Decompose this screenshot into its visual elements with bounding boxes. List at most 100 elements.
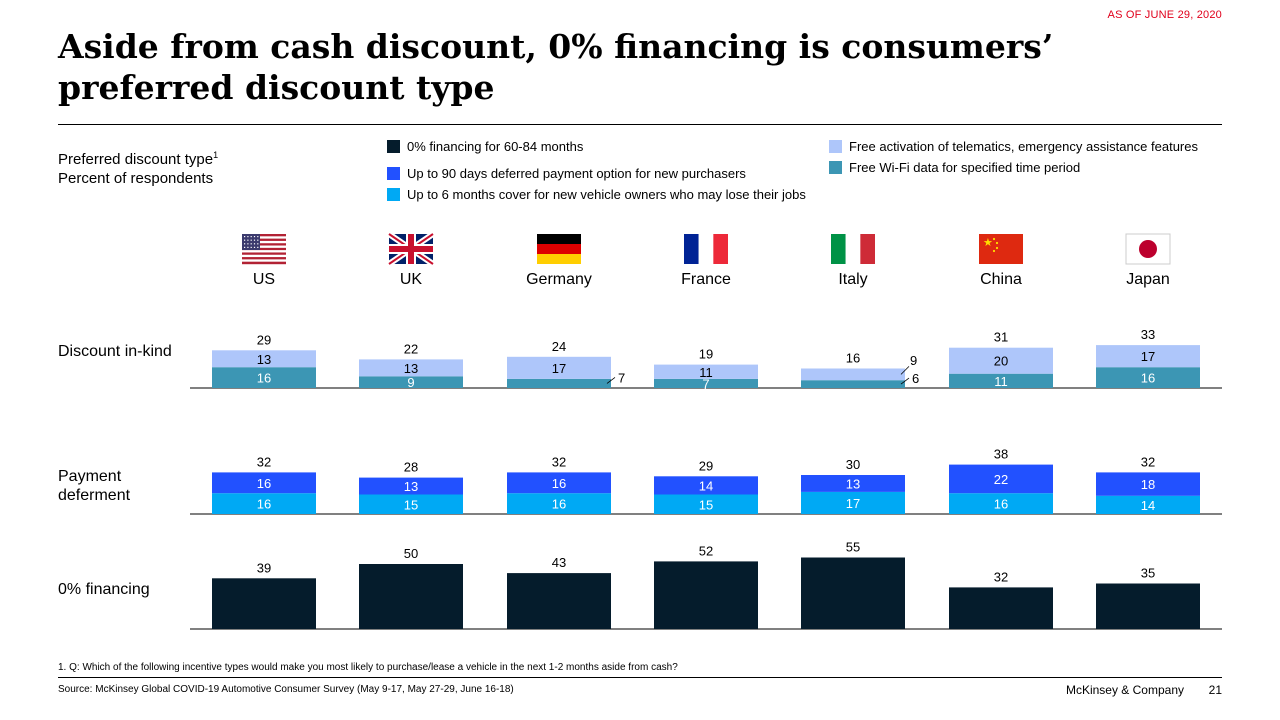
- label-leader: [900, 366, 910, 375]
- legend-label: Up to 6 months cover for new vehicle own…: [407, 187, 806, 202]
- bar-segment: [949, 347, 1053, 374]
- bar-segment: [654, 561, 758, 629]
- bar-segment: [949, 587, 1053, 629]
- us-flag: [242, 234, 286, 265]
- bar-total-label: 28: [404, 460, 418, 475]
- legend-label: Free activation of telematics, emergency…: [849, 139, 1198, 154]
- country-label: France: [681, 271, 731, 288]
- legend-item-wifi: Free Wi-Fi data for specified time perio…: [829, 160, 1080, 175]
- bar-total-label: 32: [552, 454, 566, 469]
- legend-label: Up to 90 days deferred payment option fo…: [407, 166, 746, 181]
- bar-segment: [654, 494, 758, 514]
- bar-segment: [1096, 583, 1200, 629]
- segment-value-label: 16: [994, 497, 1008, 512]
- country-label: Italy: [838, 271, 867, 288]
- segment-value-label: 20: [994, 354, 1008, 369]
- title-divider: [58, 124, 1222, 125]
- uk-flag: [387, 231, 435, 267]
- segment-value-label: 7: [702, 376, 709, 391]
- segment-value-label: 17: [1141, 349, 1155, 364]
- subtitle-line1: Preferred discount type: [58, 151, 214, 168]
- bar-segment: [212, 350, 316, 368]
- bar-segment: [359, 477, 463, 495]
- bar-total-label: 31: [994, 330, 1008, 345]
- label-leader: [606, 377, 616, 384]
- bar-segment: [507, 573, 611, 629]
- segment-value-label: 17: [846, 496, 860, 511]
- bar-total-label: 55: [846, 540, 860, 555]
- legend-item-financing: 0% financing for 60-84 months: [387, 139, 583, 154]
- bar-segment: [1096, 345, 1200, 368]
- row-label-financing: 0% financing: [58, 581, 150, 598]
- segment-value-label: 13: [257, 352, 271, 367]
- subtitle-line2: Percent of respondents: [58, 170, 214, 187]
- row-label-deferment: Payment deferment: [58, 467, 130, 505]
- segment-value-label: 7: [618, 370, 625, 385]
- bar-total-label: 39: [257, 560, 271, 575]
- row-label-deferment-line2: deferment: [58, 487, 131, 504]
- segment-value-label: 14: [699, 478, 713, 493]
- bar-segment: [1096, 472, 1200, 496]
- bar-segment: [654, 364, 758, 379]
- bar-segment: [212, 493, 316, 514]
- segment-value-label: 16: [1141, 371, 1155, 386]
- bar-total-label: 19: [699, 347, 713, 362]
- bar-total-label: 32: [994, 569, 1008, 584]
- page-title: Aside from cash discount, 0% financing i…: [58, 27, 1054, 107]
- segment-value-label: 16: [552, 497, 566, 512]
- bar-segment: [507, 378, 611, 388]
- as-of-date: AS OF JUNE 29, 2020: [1107, 9, 1222, 21]
- bar-total-label: 22: [404, 341, 418, 356]
- row-label-deferment-line1: Payment: [58, 468, 122, 485]
- country-label: UK: [400, 271, 423, 288]
- bar-total-label: 29: [699, 458, 713, 473]
- segment-value-label: 17: [552, 361, 566, 376]
- bar-segment: [359, 376, 463, 388]
- bar-segment: [801, 475, 905, 492]
- china-flag: ★: [979, 234, 1023, 264]
- bar-segment: [212, 367, 316, 388]
- legend-swatch: [387, 188, 400, 201]
- segment-value-label: 6: [912, 371, 919, 386]
- bar-total-label: 24: [552, 339, 566, 354]
- segment-value-label: 11: [994, 374, 1008, 389]
- legend-label: 0% financing for 60-84 months: [407, 139, 584, 154]
- bar-segment: [949, 493, 1053, 514]
- country-label: China: [980, 271, 1022, 288]
- bar-segment: [801, 557, 905, 629]
- bar-total-label: 32: [257, 454, 271, 469]
- bar-total-label: 32: [1141, 454, 1155, 469]
- france-flag: [684, 234, 728, 264]
- bar-segment: [507, 472, 611, 494]
- bar-total-label: 35: [1141, 566, 1155, 581]
- bar-segment: [801, 368, 905, 381]
- segment-value-label: 18: [1141, 477, 1155, 492]
- bar-segment: [949, 373, 1053, 388]
- bar-segment: [654, 476, 758, 495]
- segment-value-label: 13: [404, 361, 418, 376]
- segment-value-label: 13: [404, 479, 418, 494]
- legend-swatch: [829, 161, 842, 174]
- country-label: US: [253, 271, 275, 288]
- country-label: Japan: [1126, 271, 1170, 288]
- legend-swatch: [387, 167, 400, 180]
- bar-total-label: 38: [994, 447, 1008, 462]
- bar-segment: [359, 564, 463, 629]
- legend-swatch: [829, 140, 842, 153]
- bar-segment: [1096, 495, 1200, 514]
- bar-total-label: 16: [846, 351, 860, 366]
- segment-value-label: 15: [404, 497, 418, 512]
- label-leader: [900, 377, 910, 385]
- segment-value-label: 16: [257, 371, 271, 386]
- country-label: Germany: [526, 271, 592, 288]
- segment-value-label: 22: [994, 472, 1008, 487]
- italy-flag: [831, 234, 875, 264]
- bar-total-label: 29: [257, 332, 271, 347]
- chart-subtitle: Preferred discount type1 Percent of resp…: [58, 146, 218, 188]
- bar-segment: [801, 491, 905, 514]
- segment-value-label: 13: [846, 476, 860, 491]
- segment-value-label: 15: [699, 497, 713, 512]
- segment-value-label: 14: [1141, 498, 1155, 513]
- japan-flag: [1125, 233, 1171, 265]
